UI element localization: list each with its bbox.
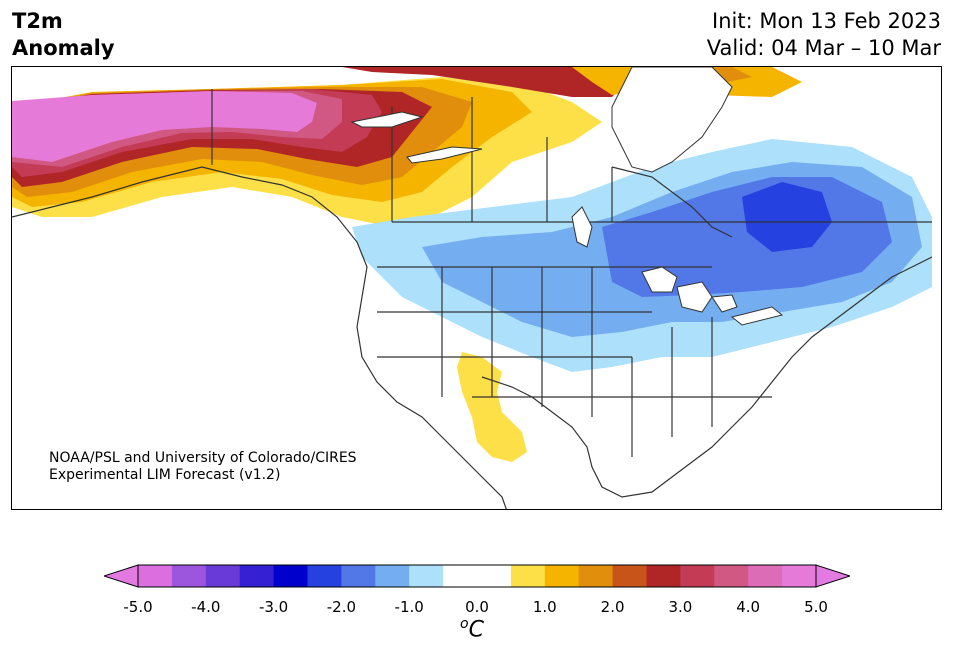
colorbar-cell: [714, 565, 749, 587]
color-scale-bar: [104, 564, 850, 588]
high-extend-arrow: [815, 564, 850, 588]
colorbar-tick-label: 0.0: [465, 598, 489, 616]
colorbar-cell: [205, 565, 241, 587]
colorbar-tick-label: -1.0: [394, 598, 424, 616]
anomaly-label: Anomaly: [12, 36, 115, 60]
colorbar-cell: [273, 565, 308, 587]
forecast-dates: Init: Mon 13 Feb 2023 Valid: 04 Mar – 10…: [707, 8, 941, 62]
colorbar-cell: [680, 565, 715, 587]
colorbar-cell: [748, 565, 783, 587]
colorbar-cell: [612, 565, 647, 587]
colorbar-cell: [510, 565, 546, 587]
colorbar-cell: [375, 565, 410, 587]
temperature-anomaly-map: [11, 66, 942, 510]
unit-label: oC: [460, 616, 484, 642]
colorbar-tick-label: -4.0: [191, 598, 221, 616]
colorbar-cell: [782, 565, 817, 587]
colorbar-tick-label: 3.0: [668, 598, 693, 616]
colorbar-cell: [239, 565, 275, 587]
colorbar-cell: [171, 565, 207, 587]
water-bodies: [350, 67, 784, 326]
colorbar-tick-label: 5.0: [804, 598, 828, 616]
colorbar-cell: [578, 565, 614, 587]
variable-label: T2m: [12, 9, 63, 33]
map-outlines: [12, 89, 933, 509]
unit-base: C: [468, 617, 484, 643]
colorbar-tick-label: -2.0: [326, 598, 357, 616]
colorbar-cell: [138, 565, 173, 587]
colorbar-cell: [544, 565, 580, 587]
cool-anomaly-region: [352, 139, 932, 372]
colorbar-cell: [646, 565, 681, 587]
low-extend-arrow: [104, 564, 139, 588]
colorbar-tick-label: 4.0: [736, 598, 761, 616]
unit-superscript: o: [460, 616, 469, 632]
credit-line-1: NOAA/PSL and University of Colorado/CIRE…: [49, 450, 357, 466]
colorbar-tick-label: -5.0: [123, 598, 153, 616]
colorbar-tick-label: 2.0: [600, 598, 625, 616]
colorbar-tick-label: 1.0: [532, 598, 557, 616]
colorbar-tick-label: -3.0: [258, 598, 289, 616]
credit-line-2: Experimental LIM Forecast (v1.2): [49, 467, 281, 483]
colorbar-cell: [341, 565, 376, 587]
map-title: T2m Anomaly: [12, 8, 115, 62]
southwest-warm-patch: [457, 352, 527, 462]
colorbar-cell: [443, 565, 478, 587]
map-credit: NOAA/PSL and University of Colorado/CIRE…: [49, 450, 357, 484]
colorbar-cell: [307, 565, 342, 587]
colorbar-cell: [477, 565, 512, 587]
colorbar-cell: [409, 565, 444, 587]
valid-date: Valid: 04 Mar – 10 Mar: [706, 36, 941, 60]
init-date: Init: Mon 13 Feb 2023: [712, 9, 941, 33]
